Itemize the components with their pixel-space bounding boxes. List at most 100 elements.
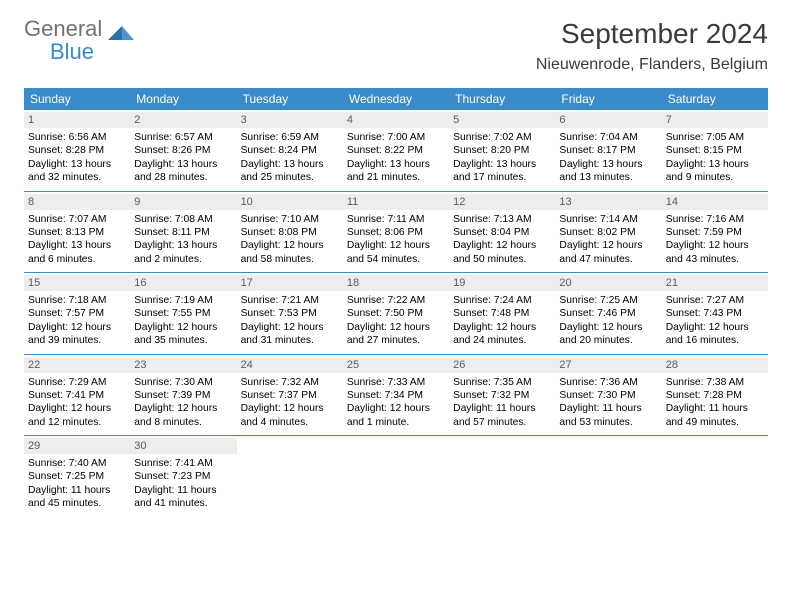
day-number: 10 xyxy=(237,194,343,210)
daylight-line: Daylight: 13 hours xyxy=(28,158,126,171)
day-cell: 6Sunrise: 7:04 AMSunset: 8:17 PMDaylight… xyxy=(555,110,661,191)
daylight-line: Daylight: 12 hours xyxy=(347,402,445,415)
sunset-line: Sunset: 7:25 PM xyxy=(28,470,126,483)
sunset-line: Sunset: 8:11 PM xyxy=(134,226,232,239)
week-row: 29Sunrise: 7:40 AMSunset: 7:25 PMDayligh… xyxy=(24,436,768,517)
daylight-line: and 43 minutes. xyxy=(666,253,764,266)
daylight-line: Daylight: 13 hours xyxy=(134,158,232,171)
header: General Blue September 2024 Nieuwenrode,… xyxy=(24,18,768,74)
sunset-line: Sunset: 8:22 PM xyxy=(347,144,445,157)
daylight-line: Daylight: 11 hours xyxy=(134,484,232,497)
day-cell: 13Sunrise: 7:14 AMSunset: 8:02 PMDayligh… xyxy=(555,192,661,273)
sunrise-line: Sunrise: 7:35 AM xyxy=(453,376,551,389)
day-cell: 11Sunrise: 7:11 AMSunset: 8:06 PMDayligh… xyxy=(343,192,449,273)
day-number: 2 xyxy=(130,112,236,128)
sunrise-line: Sunrise: 7:18 AM xyxy=(28,294,126,307)
daylight-line: Daylight: 11 hours xyxy=(666,402,764,415)
daylight-line: and 35 minutes. xyxy=(134,334,232,347)
day-number: 28 xyxy=(662,357,768,373)
sunset-line: Sunset: 7:46 PM xyxy=(559,307,657,320)
day-cell: 16Sunrise: 7:19 AMSunset: 7:55 PMDayligh… xyxy=(130,273,236,354)
day-cell: 4Sunrise: 7:00 AMSunset: 8:22 PMDaylight… xyxy=(343,110,449,191)
daylight-line: Daylight: 12 hours xyxy=(241,321,339,334)
day-cell: 9Sunrise: 7:08 AMSunset: 8:11 PMDaylight… xyxy=(130,192,236,273)
weekday-header: Tuesday xyxy=(237,88,343,110)
daylight-line: Daylight: 12 hours xyxy=(28,402,126,415)
daylight-line: and 31 minutes. xyxy=(241,334,339,347)
daylight-line: Daylight: 13 hours xyxy=(666,158,764,171)
weekday-header: Monday xyxy=(130,88,236,110)
sunset-line: Sunset: 7:41 PM xyxy=(28,389,126,402)
day-number: 9 xyxy=(130,194,236,210)
daylight-line: Daylight: 12 hours xyxy=(559,239,657,252)
day-cell: 18Sunrise: 7:22 AMSunset: 7:50 PMDayligh… xyxy=(343,273,449,354)
daylight-line: Daylight: 13 hours xyxy=(347,158,445,171)
daylight-line: Daylight: 12 hours xyxy=(347,239,445,252)
day-number: 11 xyxy=(343,194,449,210)
day-cell: 2Sunrise: 6:57 AMSunset: 8:26 PMDaylight… xyxy=(130,110,236,191)
daylight-line: and 8 minutes. xyxy=(134,416,232,429)
day-cell: 23Sunrise: 7:30 AMSunset: 7:39 PMDayligh… xyxy=(130,355,236,436)
daylight-line: Daylight: 12 hours xyxy=(28,321,126,334)
daylight-line: and 1 minute. xyxy=(347,416,445,429)
day-number: 15 xyxy=(24,275,130,291)
week-row: 22Sunrise: 7:29 AMSunset: 7:41 PMDayligh… xyxy=(24,355,768,437)
logo: General Blue xyxy=(24,18,134,65)
sunset-line: Sunset: 8:08 PM xyxy=(241,226,339,239)
daylight-line: and 27 minutes. xyxy=(347,334,445,347)
day-cell: 20Sunrise: 7:25 AMSunset: 7:46 PMDayligh… xyxy=(555,273,661,354)
week-row: 1Sunrise: 6:56 AMSunset: 8:28 PMDaylight… xyxy=(24,110,768,192)
title-month: September 2024 xyxy=(536,18,768,50)
sunset-line: Sunset: 7:37 PM xyxy=(241,389,339,402)
weekday-header: Wednesday xyxy=(343,88,449,110)
day-cell: 22Sunrise: 7:29 AMSunset: 7:41 PMDayligh… xyxy=(24,355,130,436)
daylight-line: and 50 minutes. xyxy=(453,253,551,266)
sunset-line: Sunset: 7:34 PM xyxy=(347,389,445,402)
weekday-header: Saturday xyxy=(662,88,768,110)
sunrise-line: Sunrise: 7:13 AM xyxy=(453,213,551,226)
day-number: 24 xyxy=(237,357,343,373)
sunrise-line: Sunrise: 6:56 AM xyxy=(28,131,126,144)
day-number: 18 xyxy=(343,275,449,291)
week-row: 15Sunrise: 7:18 AMSunset: 7:57 PMDayligh… xyxy=(24,273,768,355)
day-number: 13 xyxy=(555,194,661,210)
day-number: 25 xyxy=(343,357,449,373)
sunset-line: Sunset: 7:55 PM xyxy=(134,307,232,320)
sunrise-line: Sunrise: 7:27 AM xyxy=(666,294,764,307)
sunrise-line: Sunrise: 7:24 AM xyxy=(453,294,551,307)
weeks-container: 1Sunrise: 6:56 AMSunset: 8:28 PMDaylight… xyxy=(24,110,768,517)
sunrise-line: Sunrise: 7:41 AM xyxy=(134,457,232,470)
day-cell: 27Sunrise: 7:36 AMSunset: 7:30 PMDayligh… xyxy=(555,355,661,436)
day-cell: 15Sunrise: 7:18 AMSunset: 7:57 PMDayligh… xyxy=(24,273,130,354)
sunset-line: Sunset: 7:32 PM xyxy=(453,389,551,402)
empty-day-cell xyxy=(343,436,449,517)
sunset-line: Sunset: 8:28 PM xyxy=(28,144,126,157)
day-number: 17 xyxy=(237,275,343,291)
sunset-line: Sunset: 7:53 PM xyxy=(241,307,339,320)
daylight-line: and 54 minutes. xyxy=(347,253,445,266)
day-number: 20 xyxy=(555,275,661,291)
daylight-line: and 57 minutes. xyxy=(453,416,551,429)
sunrise-line: Sunrise: 7:29 AM xyxy=(28,376,126,389)
day-cell: 1Sunrise: 6:56 AMSunset: 8:28 PMDaylight… xyxy=(24,110,130,191)
daylight-line: and 2 minutes. xyxy=(134,253,232,266)
sunrise-line: Sunrise: 7:21 AM xyxy=(241,294,339,307)
day-number: 16 xyxy=(130,275,236,291)
daylight-line: Daylight: 12 hours xyxy=(241,239,339,252)
daylight-line: and 49 minutes. xyxy=(666,416,764,429)
sunset-line: Sunset: 7:23 PM xyxy=(134,470,232,483)
empty-day-cell xyxy=(662,436,768,517)
daylight-line: Daylight: 11 hours xyxy=(453,402,551,415)
weekday-header: Friday xyxy=(555,88,661,110)
logo-triangle-icon xyxy=(108,22,134,44)
sunrise-line: Sunrise: 7:11 AM xyxy=(347,213,445,226)
day-cell: 21Sunrise: 7:27 AMSunset: 7:43 PMDayligh… xyxy=(662,273,768,354)
day-cell: 29Sunrise: 7:40 AMSunset: 7:25 PMDayligh… xyxy=(24,436,130,517)
day-cell: 5Sunrise: 7:02 AMSunset: 8:20 PMDaylight… xyxy=(449,110,555,191)
week-row: 8Sunrise: 7:07 AMSunset: 8:13 PMDaylight… xyxy=(24,192,768,274)
day-number: 30 xyxy=(130,438,236,454)
daylight-line: Daylight: 12 hours xyxy=(666,321,764,334)
day-number: 14 xyxy=(662,194,768,210)
empty-day-cell xyxy=(449,436,555,517)
sunrise-line: Sunrise: 7:16 AM xyxy=(666,213,764,226)
